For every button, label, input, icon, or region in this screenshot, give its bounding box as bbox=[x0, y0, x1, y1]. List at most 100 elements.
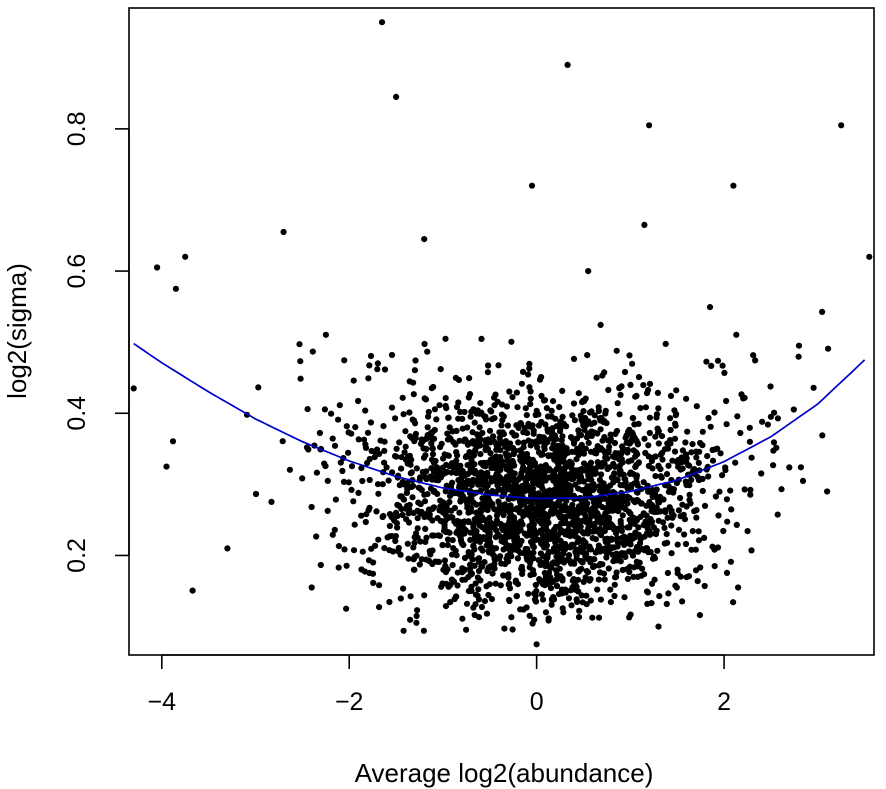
data-point bbox=[402, 428, 409, 435]
data-point bbox=[343, 423, 350, 430]
data-point bbox=[669, 457, 676, 464]
data-point bbox=[790, 406, 797, 413]
data-point bbox=[655, 517, 662, 524]
data-point bbox=[559, 605, 566, 612]
data-point bbox=[515, 424, 522, 431]
data-point bbox=[533, 641, 540, 648]
data-point bbox=[428, 430, 435, 437]
data-point bbox=[471, 461, 478, 468]
data-point bbox=[744, 528, 751, 535]
data-point bbox=[797, 464, 805, 471]
data-point bbox=[551, 526, 558, 533]
data-point bbox=[625, 458, 632, 465]
data-point bbox=[399, 394, 406, 401]
data-point bbox=[597, 532, 605, 539]
data-point bbox=[425, 408, 432, 416]
data-point bbox=[668, 550, 675, 557]
data-point bbox=[321, 460, 328, 467]
data-point bbox=[309, 348, 316, 355]
data-point bbox=[555, 511, 562, 519]
data-point bbox=[574, 598, 581, 606]
data-point bbox=[504, 482, 511, 489]
data-point bbox=[612, 574, 619, 581]
y-tick-label: 0.2 bbox=[63, 538, 91, 573]
data-point bbox=[374, 366, 381, 373]
data-point bbox=[255, 384, 262, 391]
data-point bbox=[467, 529, 474, 536]
data-point bbox=[693, 514, 700, 521]
data-point bbox=[601, 369, 608, 376]
data-point bbox=[472, 601, 479, 608]
data-point bbox=[435, 558, 443, 566]
data-point bbox=[541, 522, 549, 530]
data-point bbox=[453, 403, 461, 411]
data-point bbox=[444, 536, 452, 543]
data-point bbox=[405, 510, 412, 517]
data-point bbox=[575, 390, 582, 397]
data-point bbox=[682, 439, 689, 446]
data-point bbox=[508, 614, 515, 621]
data-point bbox=[654, 389, 662, 396]
data-point bbox=[484, 459, 491, 466]
data-point bbox=[468, 570, 476, 577]
data-point bbox=[370, 559, 377, 566]
data-point bbox=[590, 521, 597, 528]
data-point bbox=[329, 531, 336, 538]
data-point bbox=[442, 603, 450, 610]
data-point bbox=[592, 504, 599, 511]
data-point bbox=[717, 450, 724, 457]
data-point bbox=[509, 626, 516, 633]
data-point bbox=[506, 388, 513, 395]
data-point bbox=[626, 426, 633, 433]
data-point bbox=[633, 517, 640, 524]
data-point bbox=[786, 464, 793, 471]
data-point bbox=[553, 466, 560, 473]
data-point bbox=[409, 494, 416, 501]
data-point bbox=[417, 474, 424, 481]
data-point bbox=[632, 529, 639, 536]
data-point bbox=[591, 465, 598, 472]
data-point bbox=[487, 563, 494, 570]
data-point bbox=[592, 470, 599, 477]
data-point bbox=[560, 420, 568, 427]
data-point bbox=[424, 348, 431, 355]
data-point bbox=[626, 614, 633, 621]
data-point bbox=[252, 490, 260, 498]
data-point bbox=[476, 522, 483, 529]
data-point bbox=[432, 476, 440, 484]
data-point bbox=[606, 443, 613, 450]
data-point bbox=[494, 458, 501, 465]
data-point bbox=[358, 465, 365, 472]
data-point bbox=[466, 375, 473, 382]
data-point bbox=[421, 498, 429, 505]
data-point bbox=[525, 590, 532, 597]
data-point bbox=[672, 582, 679, 589]
data-point bbox=[599, 437, 606, 444]
data-point bbox=[667, 426, 674, 434]
data-point bbox=[523, 554, 530, 561]
data-point bbox=[449, 537, 456, 544]
data-point bbox=[511, 488, 518, 495]
data-point bbox=[446, 498, 453, 506]
data-point bbox=[667, 437, 674, 444]
data-point bbox=[672, 412, 679, 419]
data-point bbox=[695, 537, 703, 544]
data-point bbox=[645, 549, 652, 556]
data-point bbox=[475, 477, 482, 484]
data-point bbox=[566, 570, 573, 577]
data-point bbox=[591, 556, 598, 563]
data-point bbox=[506, 597, 513, 605]
data-point bbox=[542, 609, 550, 616]
data-point bbox=[410, 379, 417, 386]
data-point bbox=[547, 467, 554, 474]
data-point bbox=[556, 404, 563, 411]
data-point bbox=[388, 533, 396, 540]
data-point bbox=[646, 414, 654, 421]
data-point bbox=[666, 504, 673, 511]
data-point bbox=[395, 544, 402, 552]
data-point bbox=[540, 397, 548, 404]
data-point bbox=[493, 555, 500, 562]
data-point bbox=[605, 565, 612, 572]
data-point bbox=[642, 404, 650, 411]
